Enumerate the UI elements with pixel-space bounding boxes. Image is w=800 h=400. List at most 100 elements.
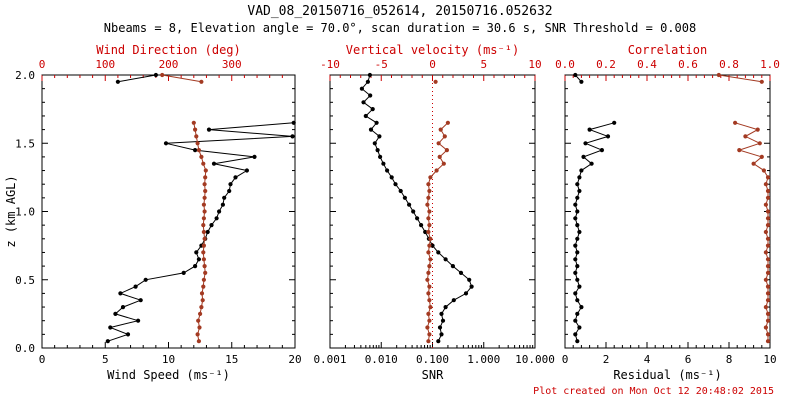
residual-point: [575, 223, 580, 228]
vertical-velocity-point: [428, 257, 433, 262]
plot-subtitle: Nbeams = 8, Elevation angle = 70.0°, sca…: [103, 21, 697, 35]
wind-speed-point: [222, 195, 227, 200]
series-snr: [359, 72, 474, 344]
vertical-velocity-point: [433, 79, 438, 84]
vertical-velocity-point: [427, 188, 432, 194]
residual-point: [573, 243, 578, 248]
wind-speed-point: [108, 325, 113, 330]
vertical-velocity-point: [427, 332, 432, 337]
snr-line: [361, 74, 473, 342]
vertical-velocity-point: [427, 264, 432, 269]
wind-speed-point: [143, 277, 148, 282]
snr-point: [359, 86, 364, 91]
tick-label: 0: [39, 58, 46, 71]
correlation-point: [757, 141, 762, 146]
wind-direction-point: [201, 250, 206, 255]
vertical-velocity-point: [428, 305, 433, 310]
tick-label: 1.000: [467, 353, 500, 366]
wind-speed-line: [107, 74, 294, 342]
wind-direction-point: [201, 277, 206, 282]
snr-point: [437, 325, 443, 330]
snr-point: [458, 270, 464, 275]
wind-direction-point: [201, 284, 206, 289]
tick-label: 0.010: [365, 353, 398, 366]
snr-point: [469, 284, 474, 289]
residual-point: [573, 332, 578, 337]
wind-speed-point: [115, 79, 120, 84]
wind-direction-point: [194, 134, 199, 139]
tick-label: 0.0: [555, 58, 575, 71]
wind-direction-point: [202, 264, 207, 269]
snr-point: [368, 93, 373, 98]
plot-frame: [564, 74, 771, 349]
vertical-velocity-point: [426, 291, 431, 296]
snr-point: [381, 161, 386, 166]
wind-direction-point: [196, 148, 201, 153]
snr-point: [374, 120, 379, 125]
snr-point: [467, 277, 472, 282]
residual-point: [575, 264, 580, 269]
wind-direction-point: [202, 209, 207, 214]
correlation-point: [765, 332, 771, 337]
series-residual: [573, 72, 617, 344]
wind-direction-point: [203, 270, 208, 275]
residual-point: [577, 325, 582, 330]
vertical-velocity-point: [436, 141, 441, 146]
snr-point: [398, 188, 403, 194]
snr-point: [367, 72, 372, 78]
wind-speed-point: [118, 291, 123, 296]
vertical-velocity-point: [428, 175, 433, 180]
wind-speed-point: [228, 182, 233, 187]
correlation-point: [765, 223, 771, 228]
axis-title: Vertical velocity (ms⁻¹): [346, 43, 519, 57]
vertical-velocity-point: [425, 325, 430, 330]
snr-point: [411, 209, 416, 214]
correlation-point: [765, 243, 771, 248]
correlation-point: [743, 134, 748, 139]
wind-direction-point: [199, 79, 204, 84]
correlation-point: [763, 250, 769, 255]
wind-speed-point: [252, 154, 257, 159]
snr-point: [451, 298, 456, 303]
wind-direction-line: [162, 74, 207, 342]
vertical-velocity-point: [427, 243, 432, 248]
snr-point: [439, 311, 444, 316]
tick-label: 0: [562, 353, 569, 366]
plot-frame: [41, 74, 296, 349]
residual-point: [573, 270, 578, 275]
wind-direction-point: [199, 291, 205, 296]
tick-label: 0.001: [313, 353, 346, 366]
vertical-velocity-point: [434, 168, 439, 173]
series-correlation: [716, 72, 771, 344]
correlation-point: [763, 305, 769, 310]
vertical-velocity-point: [426, 250, 431, 255]
residual-point: [577, 188, 582, 194]
tick-label: -10: [320, 58, 340, 71]
axis-title: Residual (ms⁻¹): [613, 368, 721, 382]
wind-direction-point: [197, 325, 202, 330]
wind-direction-point: [200, 298, 205, 303]
y-tick-label: 1.0: [15, 206, 35, 219]
wind-direction-point: [199, 305, 204, 310]
series-wind-speed: [105, 72, 296, 344]
snr-point: [436, 339, 441, 344]
snr-point: [377, 134, 382, 139]
axis-title: SNR: [422, 368, 444, 382]
residual-point: [575, 250, 580, 255]
residual-point: [575, 209, 580, 214]
correlation-point: [765, 284, 771, 289]
snr-point: [372, 141, 377, 146]
correlation-point: [763, 182, 769, 187]
tick-label: 8: [726, 353, 733, 366]
snr-point: [389, 175, 394, 180]
residual-point: [575, 236, 580, 241]
correlation-point: [765, 195, 771, 200]
snr-point: [450, 264, 455, 269]
series-vertical-velocity: [425, 79, 450, 344]
correlation-point: [737, 148, 742, 153]
residual-point: [575, 277, 580, 282]
wind-speed-point: [105, 339, 110, 344]
residual-point: [589, 161, 594, 166]
snr-point: [463, 291, 469, 296]
panel-residual: 0 2 4 6 8 10 Residual (ms⁻¹) 0.0 0.2 0.4 0.6 0.8 1.0…: [555, 43, 780, 382]
